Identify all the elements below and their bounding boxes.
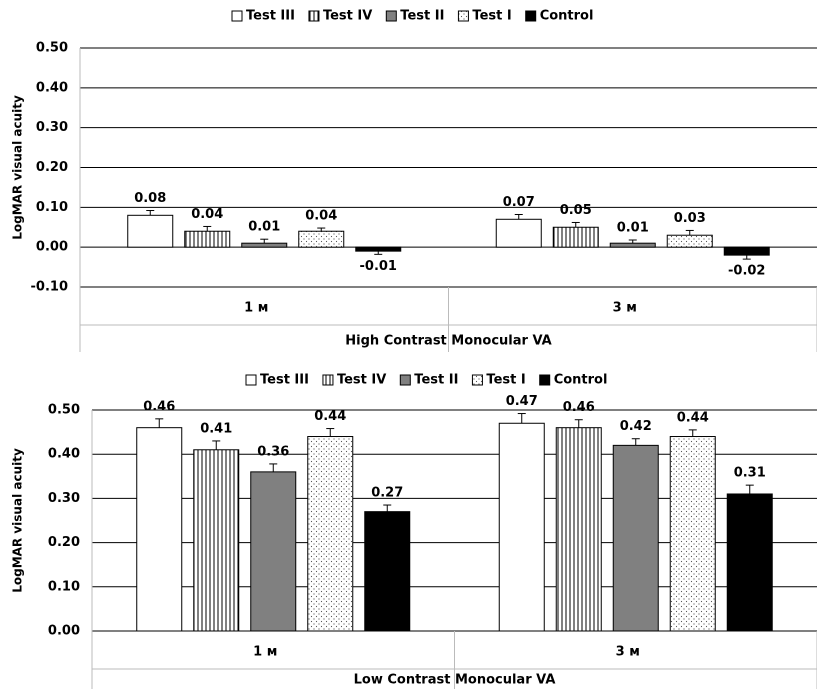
value-label: 0.31 xyxy=(734,466,766,481)
y-tick-label: 0.00 xyxy=(48,624,80,639)
bar xyxy=(498,422,545,632)
bar xyxy=(495,218,542,248)
legend-label: Test III xyxy=(260,373,309,388)
legend-label: Test I xyxy=(486,373,525,388)
bar xyxy=(666,234,713,248)
legend-swatch xyxy=(457,10,469,22)
bar xyxy=(136,427,183,632)
value-label: 0.44 xyxy=(677,410,709,425)
bar xyxy=(184,230,231,248)
y-axis-title: LogMAR visual acuity xyxy=(11,448,25,593)
legend-label: Test I xyxy=(472,9,511,24)
legend-label: Test IV xyxy=(337,373,386,388)
value-label: -0.02 xyxy=(728,264,765,279)
value-label: 0.05 xyxy=(560,203,592,218)
bar xyxy=(355,246,402,252)
value-label: -0.01 xyxy=(360,259,397,274)
value-label: 0.03 xyxy=(674,211,706,226)
y-tick-label: 0.30 xyxy=(36,120,68,135)
x-tick-label: 1 м xyxy=(253,645,277,660)
legend-swatch xyxy=(385,10,397,22)
y-tick-label: 0.30 xyxy=(48,491,80,506)
value-label: 0.01 xyxy=(617,220,649,235)
y-tick-label: 0.40 xyxy=(36,80,68,95)
x-tick-label: 3 м xyxy=(616,645,640,660)
bar xyxy=(552,226,599,248)
bar xyxy=(609,242,656,248)
value-label: 0.36 xyxy=(257,444,289,459)
y-tick-label: 0.50 xyxy=(36,41,68,56)
y-tick-label: 0.40 xyxy=(48,447,80,462)
value-label: 0.04 xyxy=(191,207,223,222)
legend-label: Test II xyxy=(400,9,444,24)
value-label: 0.27 xyxy=(371,486,403,501)
legend-label: Control xyxy=(554,373,608,388)
x-tick-label: 1 м xyxy=(244,301,268,316)
legend-swatch xyxy=(539,374,551,386)
legend-label: Test IV xyxy=(323,9,372,24)
bar xyxy=(364,511,411,632)
value-label: 0.01 xyxy=(248,220,280,235)
y-tick-label: 0.20 xyxy=(36,160,68,175)
bar xyxy=(298,230,345,248)
y-axis-title: LogMAR visual acuity xyxy=(11,95,25,240)
bar xyxy=(612,444,659,632)
legend-swatch xyxy=(245,374,257,386)
legend-swatch xyxy=(399,374,411,386)
legend-swatch xyxy=(525,10,537,22)
y-tick-label: -0.10 xyxy=(31,280,68,295)
bar xyxy=(726,493,773,632)
bar xyxy=(241,242,288,248)
value-label: 0.44 xyxy=(314,409,346,424)
legend-swatch xyxy=(322,374,334,386)
value-label: 0.41 xyxy=(200,421,232,436)
value-label: 0.46 xyxy=(563,400,595,415)
legend-swatch xyxy=(231,10,243,22)
bar xyxy=(127,214,174,248)
value-label: 0.08 xyxy=(134,191,166,206)
bar xyxy=(250,471,297,632)
legend-swatch xyxy=(308,10,320,22)
bar xyxy=(193,449,240,632)
legend-swatch xyxy=(471,374,483,386)
x-tick-label: 3 м xyxy=(613,301,637,316)
bar xyxy=(723,246,770,256)
legend-label: Test III xyxy=(246,9,295,24)
value-label: 0.46 xyxy=(143,399,175,414)
y-tick-label: 0.00 xyxy=(36,240,68,255)
y-tick-label: 0.10 xyxy=(48,579,80,594)
bar xyxy=(669,436,716,632)
legend-label: Test II xyxy=(414,373,458,388)
y-tick-label: 0.50 xyxy=(48,403,80,418)
value-label: 0.47 xyxy=(506,394,538,409)
y-tick-label: 0.10 xyxy=(36,200,68,215)
legend-label: Control xyxy=(540,9,594,24)
value-label: 0.04 xyxy=(305,209,337,224)
value-label: 0.07 xyxy=(503,195,535,210)
bar xyxy=(555,427,602,632)
bar xyxy=(307,436,354,632)
y-tick-label: 0.20 xyxy=(48,535,80,550)
value-label: 0.42 xyxy=(620,419,652,434)
